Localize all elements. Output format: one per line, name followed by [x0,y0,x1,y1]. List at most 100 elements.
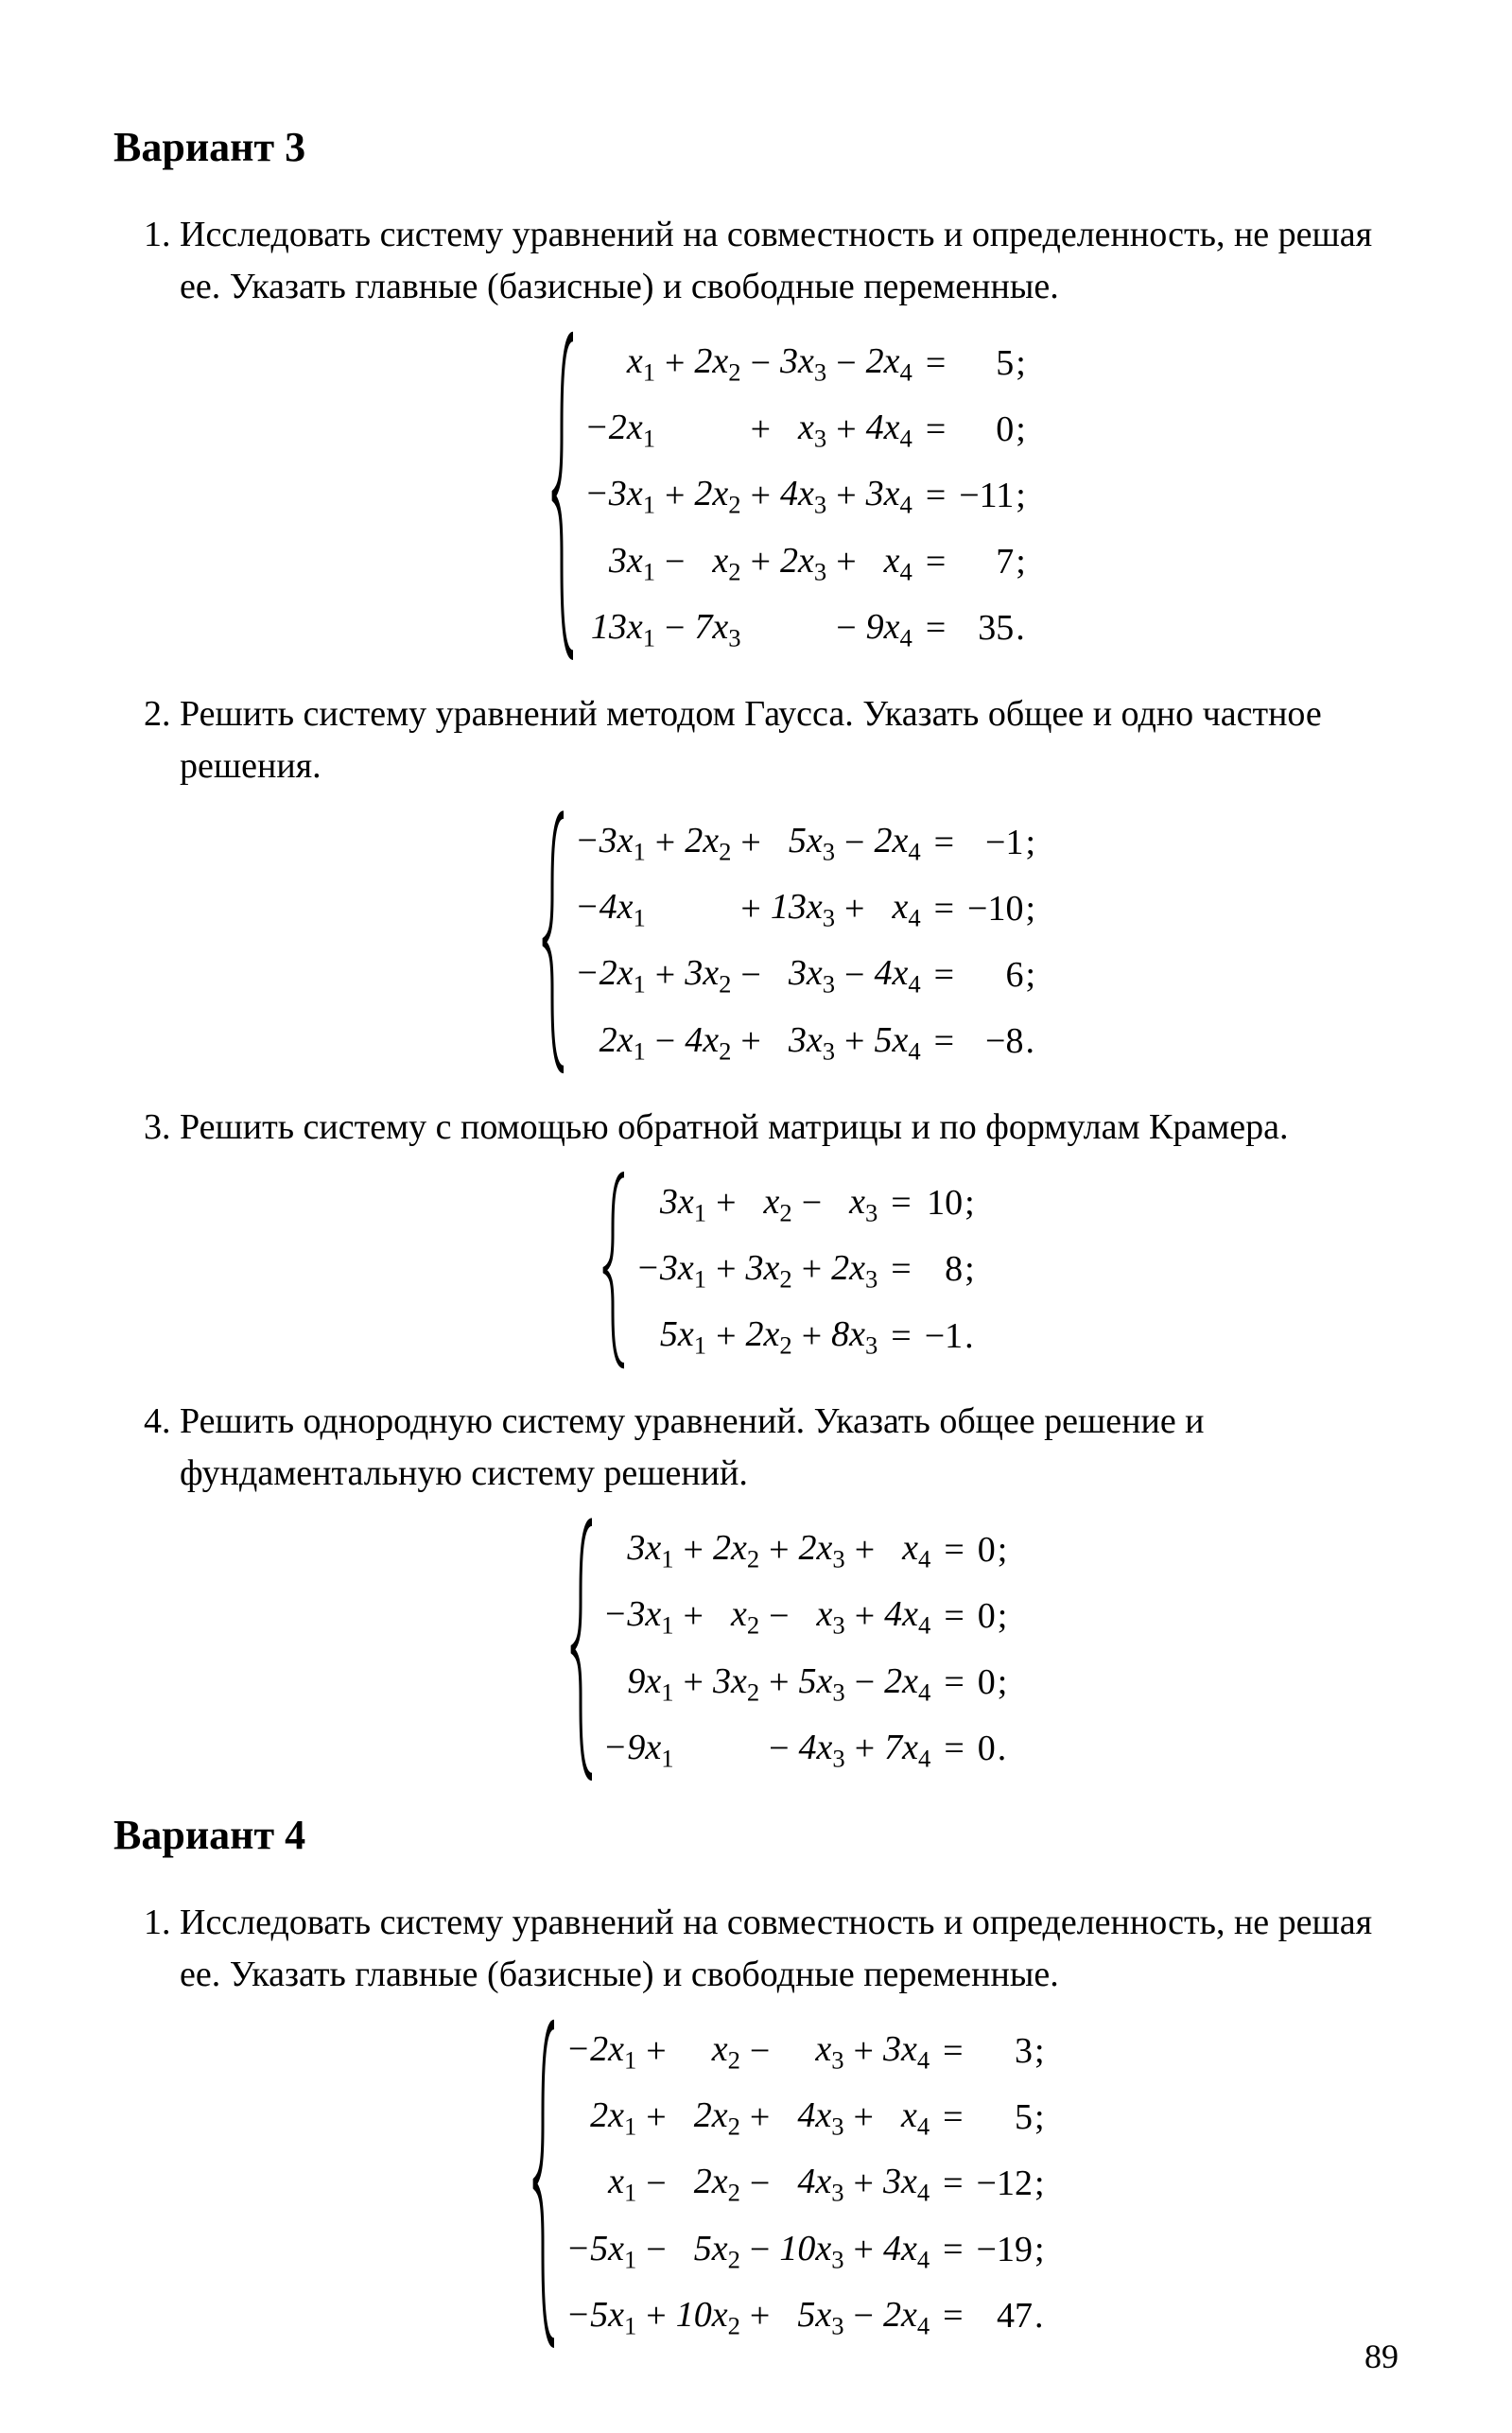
left-brace-icon [567,1517,600,1782]
equation-cell: 47 [973,2284,1033,2350]
equation-cell: ; [1014,396,1030,462]
equation-cell: x1 [562,2150,640,2216]
problem-item: Решить однородную систему уравнений. Ука… [180,1396,1399,1782]
equation-cell: . [1033,2284,1049,2350]
equation-cell: + [745,530,776,596]
equation-cell: x3 [795,1583,849,1649]
equation-cell: −3x1 [600,1583,678,1649]
equation-cell: −1 [921,1303,963,1369]
equation-cell: = [933,2217,972,2284]
equation-cell: −2x1 [562,2018,640,2084]
equation-cell: − [640,2150,671,2216]
equation-cell: 9x1 [600,1650,678,1716]
equation-cell [745,596,776,662]
page: Вариант 3Исследовать систему уравнений н… [0,0,1512,2433]
equation-cell: 7x4 [880,1716,934,1782]
equation-cell: 2x1 [571,1009,650,1075]
equation-row: −3x1+2x2+4x3+3x4=−11; [581,462,1030,529]
equation-cell: x3 [827,1171,881,1237]
equation-cell: ; [1033,2084,1049,2150]
equation-cell: + [640,2018,671,2084]
equation-cell: + [849,1517,880,1583]
equation-row: −2x1+3x2−3x3−4x4=6; [571,942,1039,1008]
equation-cell: + [735,876,766,942]
equation-cell [659,396,690,462]
equation-cell: 2x4 [880,1650,934,1716]
equation-cell: 3x4 [879,2018,933,2084]
equation-cell: + [650,809,681,876]
left-brace-icon [539,809,571,1075]
equation-cell: + [710,1237,741,1303]
equation-cell: = [933,2284,972,2350]
equation-cell: ; [1033,2217,1049,2284]
equation-cell: −11 [955,462,1014,529]
equation-cell: 0 [974,1716,996,1782]
equation-cell: . [963,1303,979,1369]
left-brace-icon [530,2018,562,2350]
equation-cell: x2 [690,530,744,596]
equation-cell: −9x1 [600,1716,678,1782]
equation-cell [678,1716,709,1782]
equation-cell: + [796,1303,827,1369]
equation-cell: = [925,942,964,1008]
equation-cell: − [659,530,690,596]
equation-row: 3x1−x2+2x3+x4=7; [581,530,1030,596]
equation-cell: = [916,330,955,396]
equation-cell: x4 [879,2084,933,2150]
equation-cell: − [796,1171,827,1237]
equation-row: 13x1−7x3−9x4=35. [581,596,1030,662]
problem-text: Исследовать систему уравнений на совмест… [180,1897,1399,2001]
equation-cell: + [745,462,776,529]
equation-cell: 2x2 [672,2084,744,2150]
equation-cell: x2 [709,1583,763,1649]
equation-cell: + [678,1583,709,1649]
equation-cell: 3x2 [742,1237,796,1303]
equation-cell: 3x4 [862,462,916,529]
equation-cell: x4 [880,1517,934,1583]
equation-cell: x2 [742,1171,796,1237]
equation-cell: ; [1033,2018,1049,2084]
equation-table: −3x1+2x2+5x3−2x4=−1;−4x1+13x3+x4=−10;−2x… [571,809,1039,1075]
equation-cell: − [735,942,766,1008]
equation-cell: + [830,396,861,462]
equation-cell: −5x1 [562,2284,640,2350]
equation-cell: −4x1 [571,876,650,942]
equation-cell: = [933,2084,972,2150]
equation-cell: 3x1 [632,1171,710,1237]
equation-cell: 4x4 [870,942,924,1008]
equation-cell: 3x1 [600,1517,678,1583]
equation-system: −2x1+x2−x3+3x4=3;2x1+2x2+4x3+x4=5;x1−2x2… [180,2018,1399,2350]
equation-cell [776,596,830,662]
equation-cell: + [745,396,776,462]
equation-table: 3x1+x2−x3=10;−3x1+3x2+2x3=8;5x1+2x2+8x3=… [632,1171,978,1369]
equation-cell: x1 [581,330,659,396]
equation-cell: ; [1014,330,1030,396]
equation-row: −5x1−5x2−10x3+4x4=−19; [562,2217,1048,2284]
problem-list: Исследовать систему уравнений на совмест… [113,209,1399,1782]
equation-cell: 3x3 [767,942,839,1008]
equation-cell: 3 [973,2018,1033,2084]
equation-cell: 4x3 [775,2084,847,2150]
equation-cell: 7 [955,530,1014,596]
equation-cell: + [678,1650,709,1716]
equation-row: −3x1+2x2+5x3−2x4=−1; [571,809,1039,876]
equation-cell: + [744,2084,775,2150]
equation-cell: = [934,1650,973,1716]
equation-cell: 4x4 [862,396,916,462]
equation-row: 9x1+3x2+5x3−2x4=0; [600,1650,1012,1716]
equation-row: 3x1+2x2+2x3+x4=0; [600,1517,1012,1583]
equation-cell: 2x4 [879,2284,933,2350]
problem-text: Решить однородную систему уравнений. Ука… [180,1396,1399,1500]
equation-cell: − [763,1583,794,1649]
equation-cell: = [933,2018,972,2084]
equation-row: −5x1+10x2+5x3−2x4=47. [562,2284,1048,2350]
equation-table: −2x1+x2−x3+3x4=3;2x1+2x2+4x3+x4=5;x1−2x2… [562,2018,1048,2350]
equation-cell: + [848,2018,879,2084]
equation-cell: = [925,876,964,942]
equation-cell: x4 [862,530,916,596]
equation-cell: −10 [964,876,1023,942]
equation-cell: = [934,1517,973,1583]
equation-cell: 4x4 [879,2217,933,2284]
equation-cell: 4x3 [776,462,830,529]
equation-cell: 2x1 [562,2084,640,2150]
